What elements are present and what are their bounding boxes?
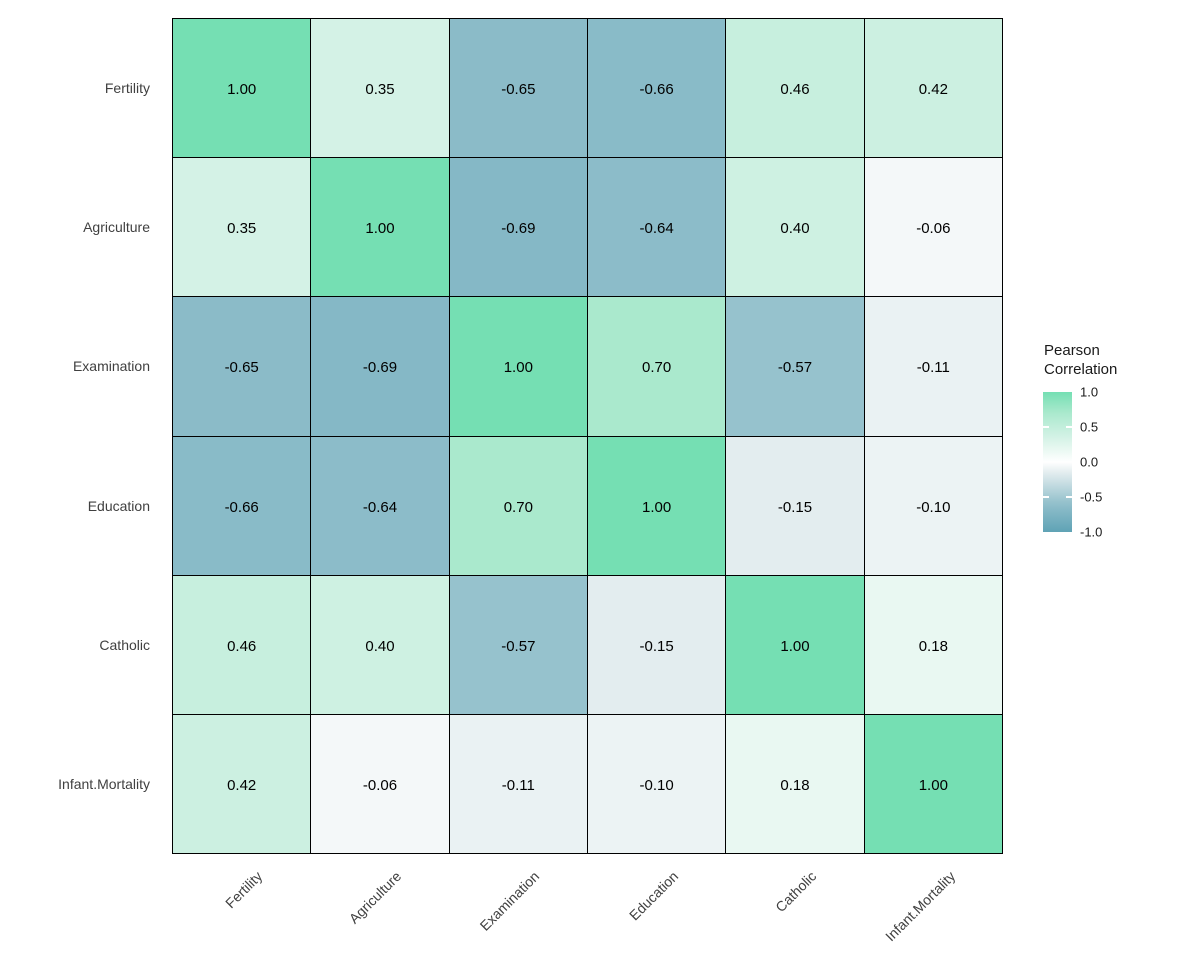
y-axis-label-Agriculture: Agriculture xyxy=(83,219,150,235)
heatmap-cell-Examination-Infant.Mortality: -0.11 xyxy=(864,297,1002,436)
heatmap-cell-Catholic-Examination: -0.57 xyxy=(449,575,587,714)
legend-tick-label--0.5: -0.5 xyxy=(1080,489,1103,505)
heatmap-cell-Examination-Examination: 1.00 xyxy=(449,297,587,436)
x-axis-label-Catholic: Catholic xyxy=(772,868,820,916)
legend-tick-label-0.5: 0.5 xyxy=(1080,419,1099,435)
heatmap-cell-Infant.Mortality-Education: -0.10 xyxy=(587,714,726,853)
heatmap-cell-Education-Infant.Mortality: -0.10 xyxy=(864,436,1002,575)
heatmap-cell-Infant.Mortality-Catholic: 0.18 xyxy=(726,714,864,853)
heatmap-cell-Examination-Education: 0.70 xyxy=(587,297,726,436)
heatmap-cell-Fertility-Agriculture: 0.35 xyxy=(311,19,449,158)
x-axis-label-Examination: Examination xyxy=(476,868,543,934)
heatmap-cell-Fertility-Fertility: 1.00 xyxy=(173,19,311,158)
y-axis-label-Fertility: Fertility xyxy=(104,79,150,96)
heatmap-cell-Agriculture-Catholic: 0.40 xyxy=(726,158,864,297)
heatmap-cell-Fertility-Infant.Mortality: 0.42 xyxy=(864,19,1002,158)
heatmap-cell-Infant.Mortality-Infant.Mortality: 1.00 xyxy=(864,714,1002,853)
legend-tick-label-1.0: 1.0 xyxy=(1080,384,1099,400)
heatmap-cell-Fertility-Examination: -0.65 xyxy=(449,19,587,158)
x-axis-label-Fertility: Fertility xyxy=(222,868,266,912)
heatmap-cell-Catholic-Fertility: 0.46 xyxy=(173,575,311,714)
y-axis-label-Catholic: Catholic xyxy=(99,637,150,653)
heatmap-cell-Examination-Fertility: -0.65 xyxy=(173,297,311,436)
heatmap-cell-Fertility-Catholic: 0.46 xyxy=(726,19,864,158)
x-axis-label-Education: Education xyxy=(625,868,682,924)
heatmap-cell-Examination-Catholic: -0.57 xyxy=(726,297,864,436)
colorbar-tick-mark xyxy=(1066,426,1072,428)
heatmap-grid: 1.00 0.35 -0.65 -0.66 0.46 0.42 0.35 1.00 -0.69-… xyxy=(172,18,1003,854)
x-axis-label-Infant.Mortality: Infant.Mortality xyxy=(881,868,959,945)
heatmap-cell-Education-Examination: 0.70 xyxy=(449,436,587,575)
colorbar-tick-mark xyxy=(1066,496,1072,498)
heatmap-cell-Agriculture-Fertility: 0.35 xyxy=(173,158,311,297)
heatmap-cell-Fertility-Education: -0.66 xyxy=(587,19,726,158)
legend-tick-label--1.0: -1.0 xyxy=(1080,524,1103,540)
heatmap-cell-Education-Education: 1.00 xyxy=(587,436,726,575)
y-axis-label-Examination: Examination xyxy=(72,358,150,375)
heatmap-cell-Agriculture-Infant.Mortality: -0.06 xyxy=(864,158,1002,297)
heatmap-cell-Infant.Mortality-Fertility: 0.42 xyxy=(173,714,311,853)
heatmap-cell-Agriculture-Education: -0.64 xyxy=(587,158,726,297)
colorbar-tick-mark xyxy=(1043,496,1049,498)
y-axis-label-Education: Education xyxy=(87,497,150,514)
legend-colorbar xyxy=(1043,392,1072,532)
heatmap-cell-Infant.Mortality-Agriculture: -0.06 xyxy=(311,714,449,853)
x-axis-label-Agriculture: Agriculture xyxy=(345,868,405,927)
heatmap-cell-Catholic-Catholic: 1.00 xyxy=(726,575,864,714)
heatmap-cell-Examination-Agriculture: -0.69 xyxy=(311,297,449,436)
y-axis: Fertility Agriculture Examination Education… xyxy=(0,18,150,854)
heatmap-cell-Catholic-Education: -0.15 xyxy=(587,575,726,714)
heatmap-cell-Catholic-Infant.Mortality: 0.18 xyxy=(864,575,1002,714)
heatmap-cell-Agriculture-Agriculture: 1.00 xyxy=(311,158,449,297)
heatmap-cell-Infant.Mortality-Examination: -0.11 xyxy=(449,714,587,853)
heatmap-cell-Education-Agriculture: -0.64 xyxy=(311,436,449,575)
heatmap-cell-Catholic-Agriculture: 0.40 xyxy=(311,575,449,714)
heatmap-cell-Education-Catholic: -0.15 xyxy=(726,436,864,575)
heatmap-cell-Education-Fertility: -0.66 xyxy=(173,436,311,575)
legend-tick-label-0.0: 0.0 xyxy=(1080,454,1099,470)
heatmap-cell-Agriculture-Examination: -0.69 xyxy=(449,158,587,297)
colorbar-tick-mark xyxy=(1043,426,1049,428)
y-axis-label-Infant.Mortality: Infant.Mortality xyxy=(58,776,150,793)
legend-title: Pearson Correlation xyxy=(1044,342,1118,378)
